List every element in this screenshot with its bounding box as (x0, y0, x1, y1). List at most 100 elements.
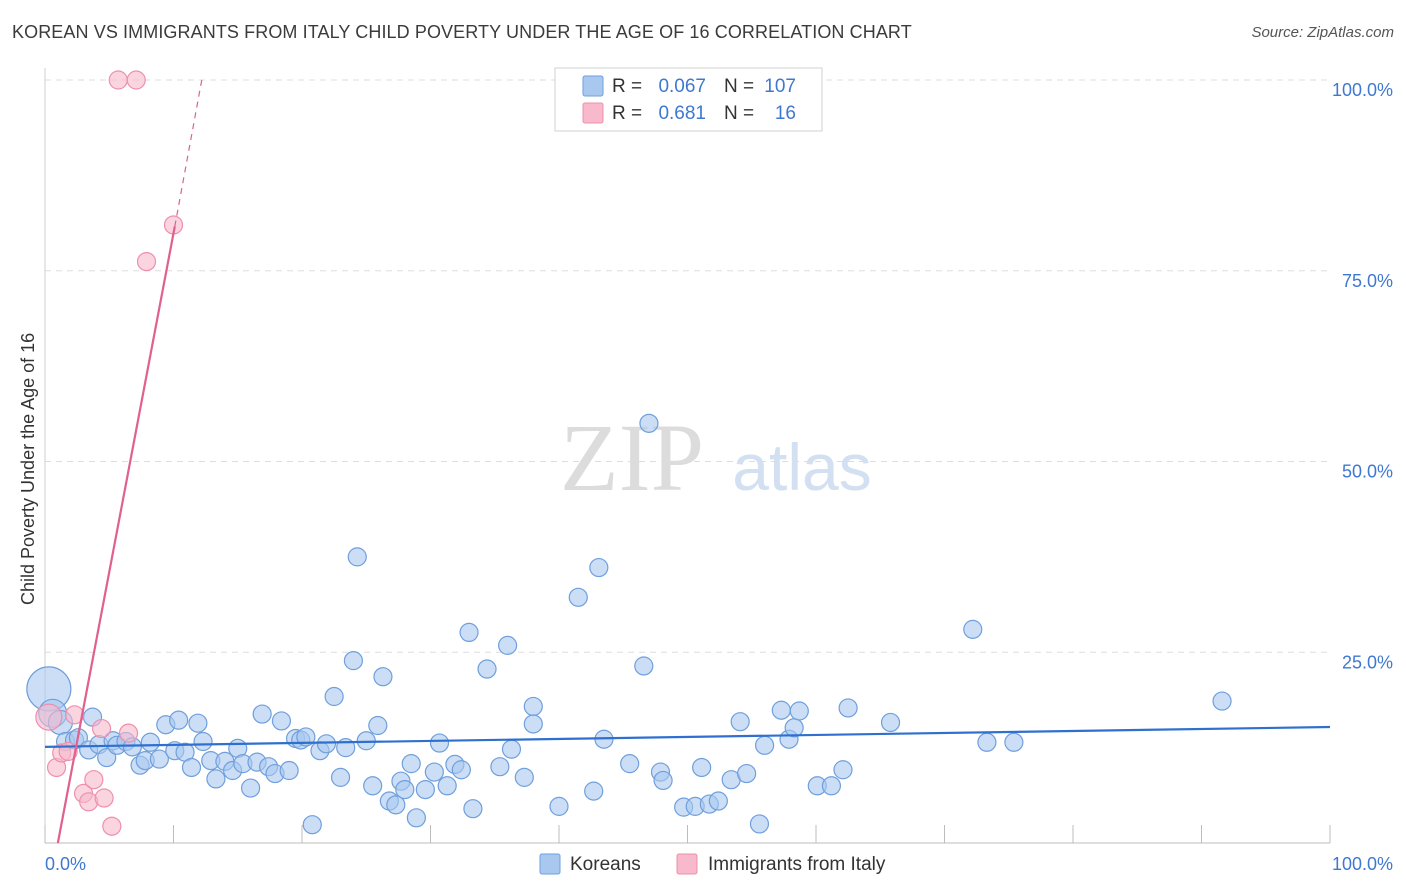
data-point (692, 757, 712, 778)
data-point (634, 656, 654, 676)
series-koreans (26, 413, 1232, 835)
y-tick-label: 25.0% (1342, 652, 1393, 672)
chart-title: KOREAN VS IMMIGRANTS FROM ITALY CHILD PO… (12, 22, 912, 42)
data-point (406, 808, 426, 828)
data-point (206, 769, 226, 789)
trend-line-koreans (44, 725, 1331, 748)
data-point (639, 413, 659, 433)
data-point (498, 635, 518, 655)
data-point (771, 700, 791, 720)
data-point (429, 733, 450, 753)
data-point (140, 732, 160, 752)
data-point (437, 776, 457, 796)
data-point (169, 710, 189, 730)
data-point (789, 701, 809, 721)
data-point (589, 557, 609, 578)
trend-lines (44, 79, 1331, 844)
x-tick-label: 100.0% (1332, 854, 1393, 874)
y-tick-label: 100.0% (1332, 80, 1393, 100)
data-point (316, 734, 337, 754)
data-point (395, 779, 415, 800)
y-tick-label: 75.0% (1342, 271, 1393, 291)
legend-swatch-koreans (582, 75, 604, 97)
x-tick-label: 0.0% (45, 854, 86, 874)
data-point (963, 619, 983, 639)
data-point (477, 659, 497, 679)
legend-r-value-1: 0.067 (658, 76, 706, 97)
data-point (549, 796, 569, 816)
data-point (653, 770, 673, 791)
legend-n-value-2: 16 (775, 103, 796, 124)
data-point (35, 703, 63, 731)
data-point (188, 713, 208, 733)
data-point (501, 739, 522, 759)
data-point (977, 732, 997, 752)
source-credit: Source: ZipAtlas.com (1251, 24, 1394, 41)
y-tick-label: 50.0% (1342, 462, 1393, 482)
correlation-legend: R = 0.067 N = 107 R = 0.681 N = 16 (554, 67, 823, 132)
data-point (568, 587, 588, 607)
data-point (821, 776, 842, 796)
data-point (415, 779, 435, 800)
data-point (1004, 732, 1024, 752)
data-point (252, 704, 272, 724)
data-point (523, 696, 543, 717)
series-legend: Koreans Immigrants from Italy (539, 853, 886, 875)
data-point (584, 781, 604, 801)
legend-r-value-2: 0.681 (658, 103, 706, 124)
data-point (451, 760, 471, 780)
data-point (193, 731, 213, 752)
data-point (97, 747, 117, 768)
watermark-atlas: atlas (732, 430, 871, 504)
bottom-legend-swatch-italy (676, 853, 698, 875)
legend-n-value-1: 107 (764, 76, 796, 97)
data-point (749, 814, 770, 834)
data-point (386, 795, 406, 815)
data-point (463, 799, 483, 819)
data-point (363, 776, 383, 796)
data-point (424, 762, 444, 782)
trend-line-italy (56, 226, 176, 844)
legend-n-label-1: N = (724, 76, 754, 97)
data-point (324, 686, 344, 707)
data-point (754, 735, 775, 755)
grid (45, 79, 1330, 653)
data-point (459, 622, 479, 643)
data-point (880, 712, 901, 733)
data-point (136, 251, 157, 272)
data-point (1212, 691, 1232, 711)
data-point (302, 815, 322, 835)
data-point (181, 757, 202, 778)
data-point (523, 714, 543, 734)
data-point (84, 770, 104, 790)
data-point (368, 715, 388, 736)
tick-labels: 25.0% 50.0% 75.0% 100.0% 0.0% 100.0% (45, 80, 1393, 874)
data-point (833, 760, 853, 780)
legend-r-label-1: R = (612, 76, 642, 97)
data-point (401, 754, 421, 774)
data-point (784, 718, 804, 738)
trend-line-italy-extension (174, 79, 203, 227)
data-point (343, 651, 363, 671)
data-point (373, 667, 393, 687)
data-point (490, 757, 510, 777)
data-point (620, 754, 640, 774)
data-point (514, 767, 534, 787)
legend-swatch-italy (582, 102, 604, 124)
data-point (94, 788, 114, 808)
data-point (108, 70, 128, 90)
bottom-legend-label-italy: Immigrants from Italy (708, 854, 886, 875)
watermark-zip: ZIP (560, 404, 704, 511)
data-point (296, 727, 316, 747)
data-point (737, 763, 757, 784)
data-point (118, 723, 139, 743)
data-point (271, 711, 292, 731)
legend-n-label-2: N = (724, 103, 754, 124)
data-point (149, 749, 169, 769)
bottom-legend-swatch-koreans (539, 853, 561, 875)
series-italy (35, 70, 184, 836)
data-point (241, 778, 261, 798)
points (26, 70, 1232, 836)
data-point (279, 760, 299, 781)
